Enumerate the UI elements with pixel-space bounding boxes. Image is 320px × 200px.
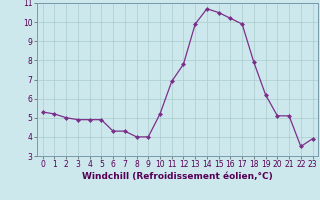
X-axis label: Windchill (Refroidissement éolien,°C): Windchill (Refroidissement éolien,°C) [82, 172, 273, 181]
